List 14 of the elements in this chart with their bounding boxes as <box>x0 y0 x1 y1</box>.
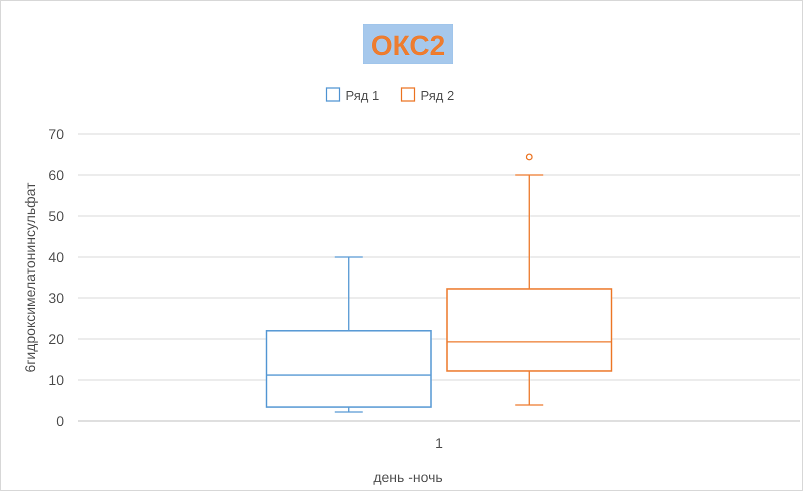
y-tick-label: 30 <box>48 290 64 306</box>
x-tick-label: 1 <box>435 435 444 451</box>
x-axis-title: день -ночь <box>373 469 443 485</box>
legend-label: Ряд 2 <box>420 88 454 103</box>
chart-title: ОКС2 <box>370 30 446 61</box>
y-tick-label: 60 <box>48 167 64 183</box>
y-tick-label: 70 <box>48 126 64 142</box>
y-tick-label: 0 <box>56 413 64 429</box>
y-tick-label: 50 <box>48 208 64 224</box>
y-tick-label: 10 <box>48 372 64 388</box>
y-tick-label: 40 <box>48 249 64 265</box>
legend-label: Ряд 1 <box>346 88 380 103</box>
y-axis-title: 6гидроксимелатонинсульфат <box>22 182 38 373</box>
y-tick-label: 20 <box>48 331 64 347</box>
